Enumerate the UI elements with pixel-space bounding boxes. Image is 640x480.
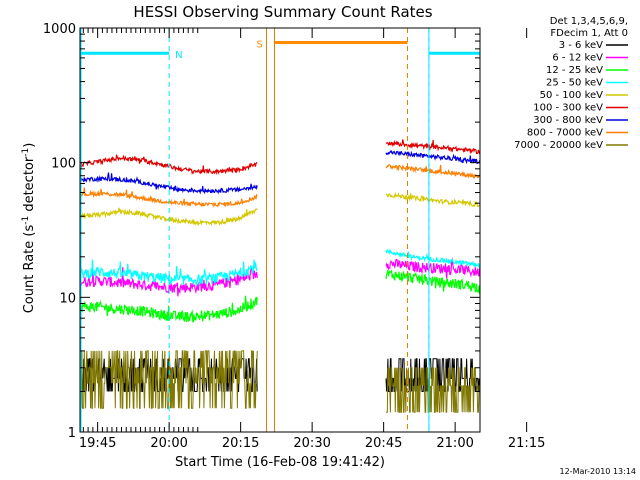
series-line [80, 207, 258, 227]
x-axis-label: Start Time (16-Feb-08 19:41:42) [175, 455, 385, 470]
series-300-800kev [80, 149, 480, 195]
legend-entry: 12 - 25 keV [546, 65, 603, 76]
series-line [385, 257, 480, 279]
x-tick-label: 19:45 [79, 436, 116, 451]
series-800-7000kev [80, 163, 480, 208]
x-tick-label: 20:30 [293, 436, 330, 451]
y-tick-label: 1000 [43, 22, 76, 37]
footer-date: 12-Mar-2010 13:14 [560, 467, 637, 476]
series-line [80, 154, 258, 176]
series-100-300kev [80, 139, 480, 176]
series-line [385, 163, 480, 180]
series-7000-20000kev [80, 350, 480, 413]
night-label: N [175, 50, 182, 61]
legend-entry: 7000 - 20000 keV [514, 140, 603, 151]
y-tick-label: 10 [59, 291, 76, 306]
legend-entry: 300 - 800 keV [533, 115, 603, 126]
legend-entry: 25 - 50 keV [546, 78, 603, 89]
x-tick-label: 20:45 [365, 436, 402, 451]
series-line [385, 269, 480, 295]
y-tick-label: 1 [68, 426, 76, 441]
chart-title: HESSI Observing Summary Count Rates [133, 3, 432, 21]
series-line [80, 350, 258, 409]
plot-axes: 1 10 100 1000 19:45 20:00 20:15 20:30 20:45 21:00… [43, 22, 545, 451]
series-12-25kev [80, 269, 480, 323]
series-line [385, 149, 480, 165]
series-line [80, 172, 258, 195]
series-line [386, 367, 480, 413]
legend-entry: 6 - 12 keV [552, 53, 603, 64]
series-line [385, 191, 480, 208]
legend-entry: 800 - 7000 keV [527, 128, 603, 139]
series-line [385, 139, 480, 156]
legend-header: FDecim 1, Att 0 [550, 28, 628, 39]
series-line [80, 187, 258, 208]
x-tick-label: 20:00 [150, 436, 187, 451]
x-tick-label: 21:00 [436, 436, 473, 451]
x-tick-label: 21:15 [508, 436, 545, 451]
y-axis-label: Count Rate (s-1 detector-1) [21, 143, 37, 314]
x-tick-label: 20:15 [222, 436, 259, 451]
series-50-100kev [80, 191, 480, 227]
series-line [80, 259, 258, 288]
series-line [385, 248, 480, 269]
legend-entry: 100 - 300 keV [533, 103, 603, 114]
saa-label: S [256, 40, 262, 51]
legend: Det 1,3,4,5,6,9,FDecim 1, Att 03 - 6 keV… [514, 16, 628, 151]
plot-frame [79, 27, 481, 433]
series-line [80, 295, 258, 323]
legend-entry: 50 - 100 keV [540, 90, 604, 101]
legend-header: Det 1,3,4,5,6,9, [550, 16, 628, 27]
y-tick-label: 100 [51, 157, 76, 172]
series-25-50kev [80, 248, 480, 288]
legend-entry: 3 - 6 keV [559, 40, 603, 51]
